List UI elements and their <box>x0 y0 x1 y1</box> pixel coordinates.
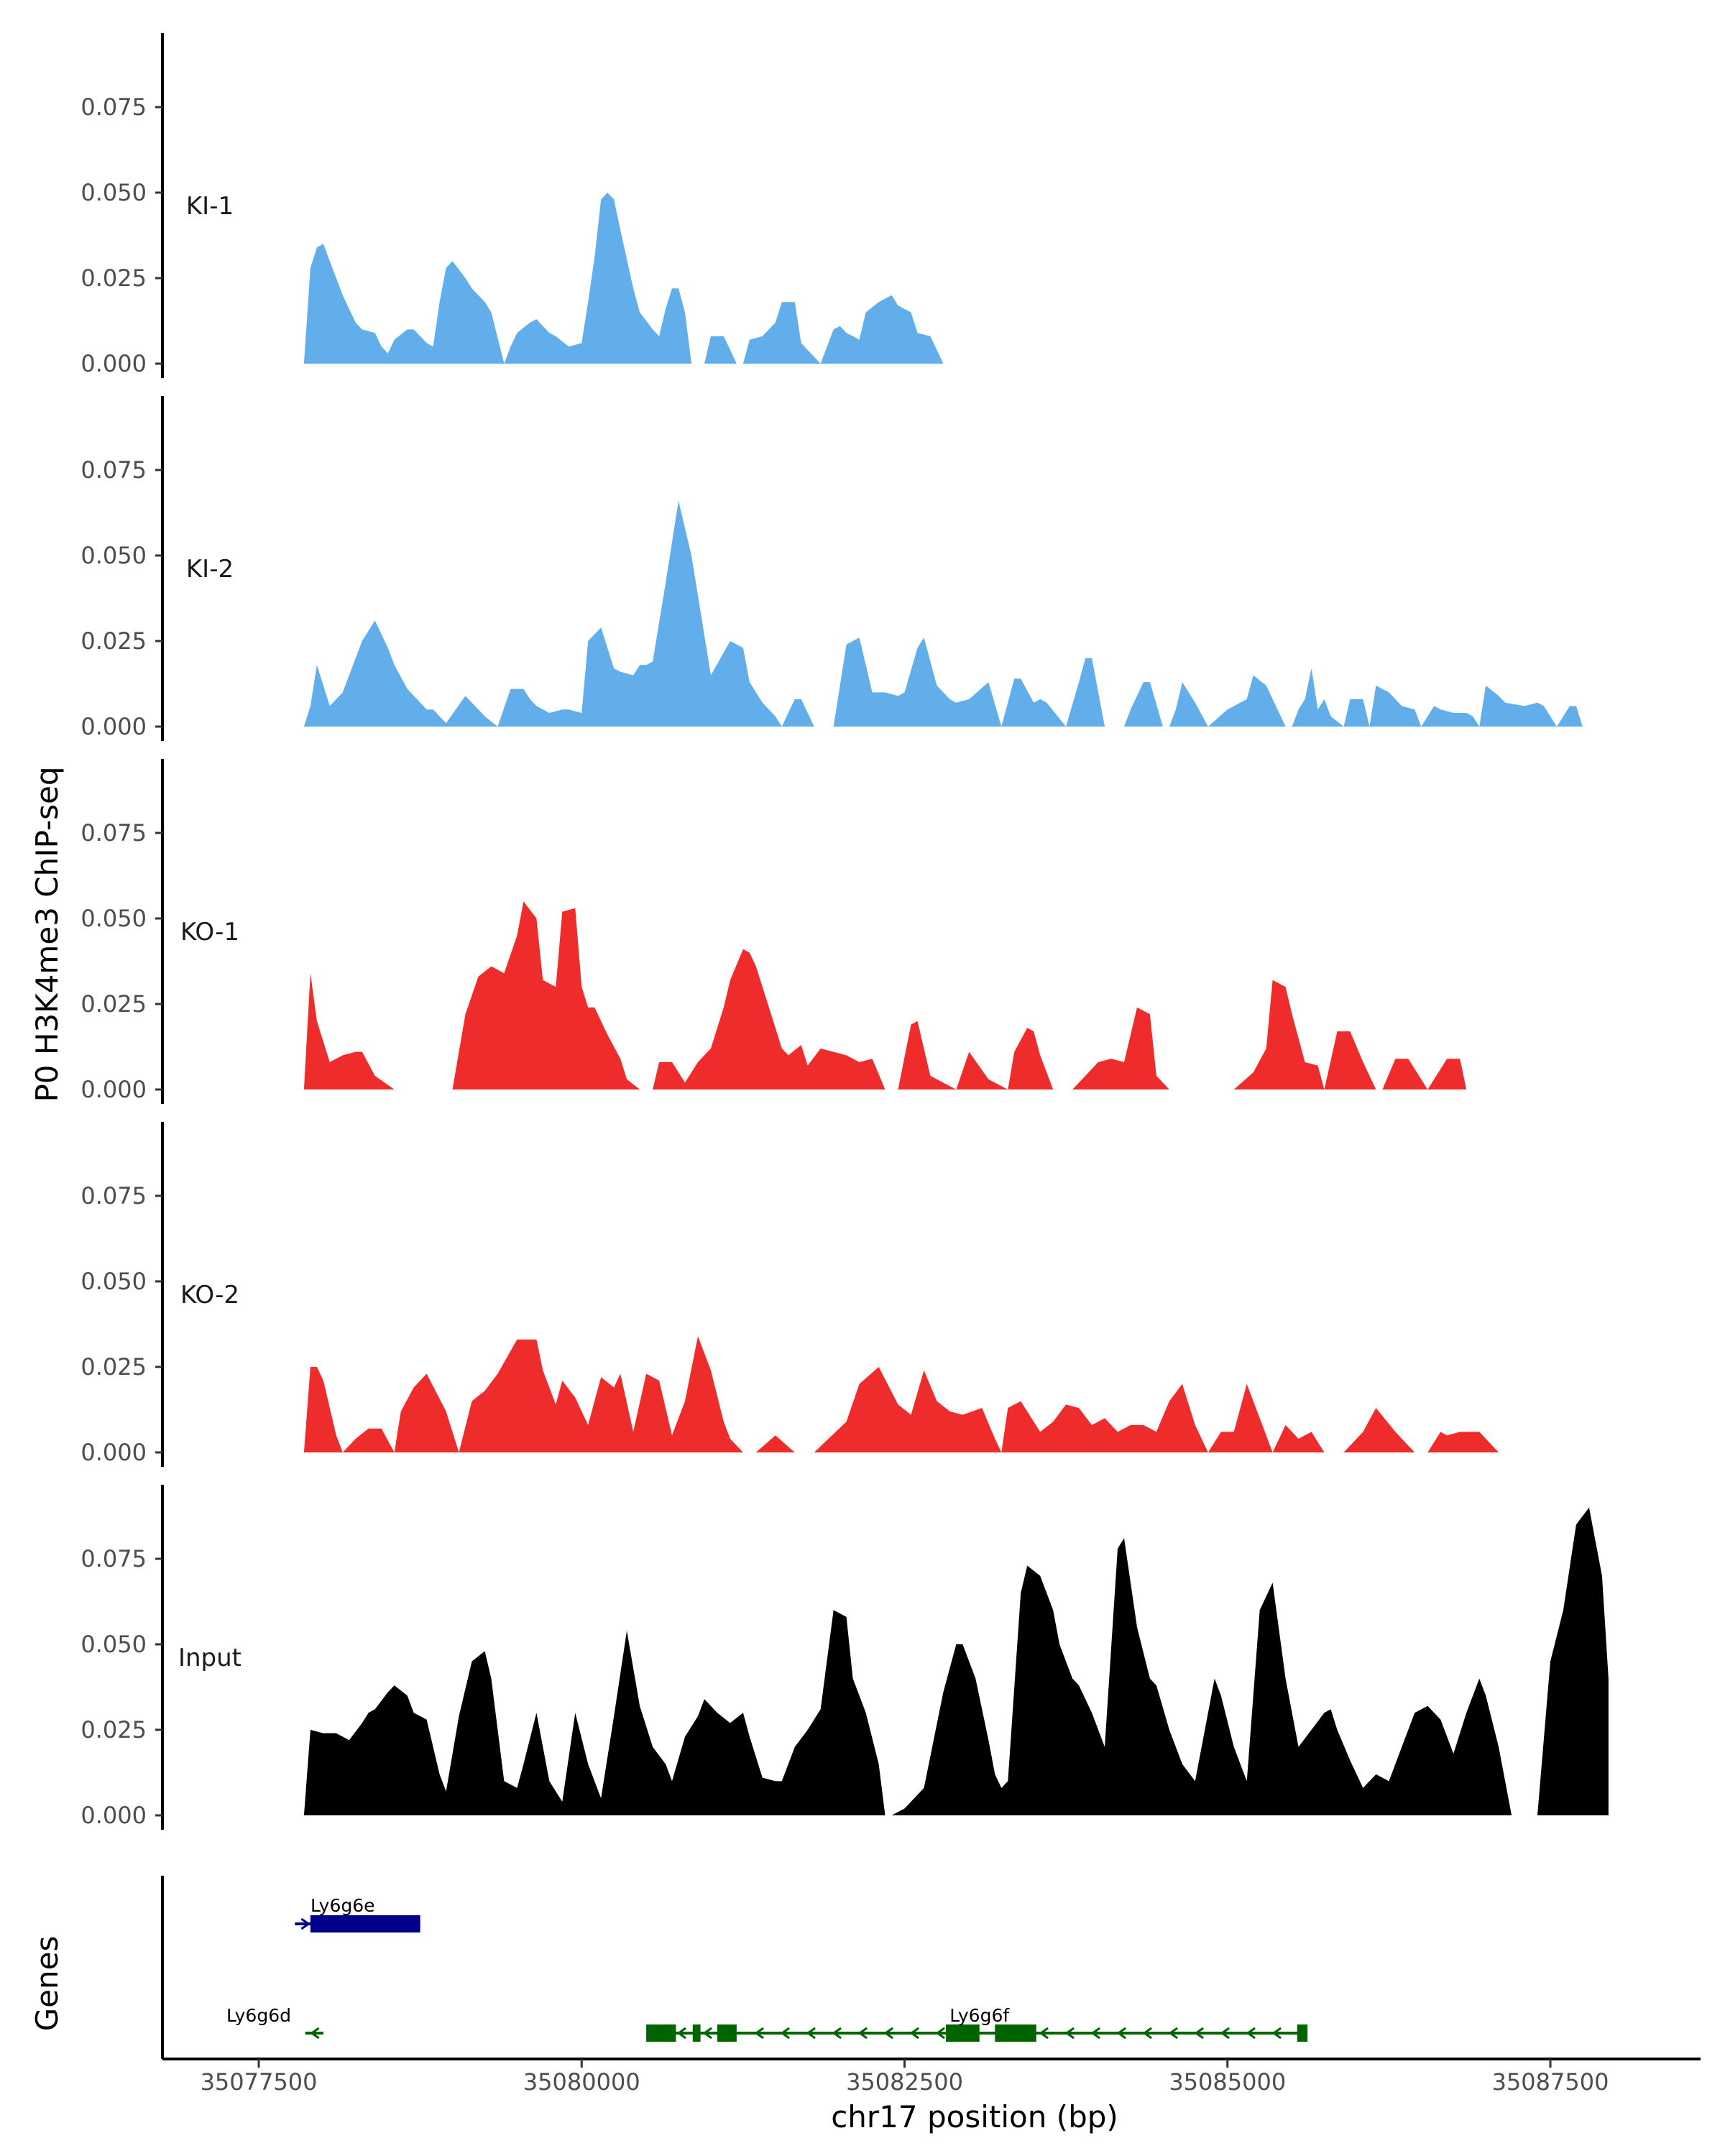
y-tick-label: 0.025 <box>80 627 147 655</box>
strand-arrow <box>1271 2027 1282 2040</box>
track-ko-1: 0.000 0.025 0.050 0.075 KO-1 <box>80 759 1609 1104</box>
strand-arrow <box>806 2027 816 2040</box>
y-tick-label: 0.000 <box>80 1439 147 1466</box>
x-tick-label: 35087500 <box>1492 2068 1609 2096</box>
gene-exon <box>995 2024 1036 2042</box>
signal-tracks: 0.0000.0250.0500.075KI-10.0000.0250.0500… <box>80 33 1609 1830</box>
track-input: 0.000 0.025 0.050 0.075 Input <box>80 1485 1609 1830</box>
strand-arrow <box>1168 2027 1178 2040</box>
strand-arrow <box>883 2027 893 2040</box>
strand-arrow <box>300 1917 310 1930</box>
strand-arrow <box>935 2027 945 2040</box>
strand-arrow <box>1039 2027 1049 2040</box>
y-tick-label: 0.075 <box>80 456 147 484</box>
y-tick-label: 0.050 <box>80 905 147 932</box>
y-tick-label: 0.075 <box>80 819 147 847</box>
x-tick-label: 35082500 <box>846 2068 963 2096</box>
y-tick-label: 0.050 <box>80 542 147 569</box>
y-axis-title: P0 H3K4me3 ChIP-seq <box>29 766 65 1102</box>
strand-arrow <box>780 2027 790 2040</box>
x-axis-title: chr17 position (bp) <box>831 2099 1118 2134</box>
strand-arrow <box>754 2027 764 2040</box>
signal-area-input <box>303 1507 1609 1815</box>
y-tick-label: 0.000 <box>80 350 147 377</box>
strand-arrow <box>1142 2027 1152 2040</box>
y-tick-label: 0.075 <box>80 1182 147 1210</box>
gene-exon <box>1297 2024 1308 2042</box>
y-tick-label: 0.025 <box>80 1353 147 1381</box>
track-label: KO-2 <box>180 1281 239 1309</box>
gene-exon <box>692 2024 701 2042</box>
strand-arrow <box>832 2027 842 2040</box>
genes-title: Genes <box>29 1936 65 2032</box>
signal-area-ko-1 <box>303 901 1609 1089</box>
x-tick-label: 35077500 <box>201 2068 318 2096</box>
strand-arrow <box>310 2027 320 2040</box>
x-tick-label: 35085000 <box>1169 2068 1286 2096</box>
y-tick-label: 0.000 <box>80 713 147 740</box>
strand-arrow <box>702 2027 712 2040</box>
strand-arrow <box>676 2027 686 2040</box>
strand-arrow <box>1220 2027 1230 2040</box>
x-axis: 35077500 35080000 35082500 35085000 35087500 <box>162 2058 1701 2096</box>
y-tick-label: 0.050 <box>80 179 147 206</box>
gene-exon <box>646 2024 676 2042</box>
gene-exon <box>310 1915 420 1932</box>
strand-arrow <box>1064 2027 1075 2040</box>
y-tick-label: 0.075 <box>80 1545 147 1572</box>
strand-arrow <box>1090 2027 1100 2040</box>
gene-label: Ly6g6f <box>949 2005 1010 2026</box>
gene-exon <box>717 2024 737 2042</box>
track-label: Input <box>178 1644 242 1672</box>
gene-ly6g6f: Ly6g6f <box>646 2005 1308 2042</box>
gene-exon <box>946 2024 980 2042</box>
y-tick-label: 0.000 <box>80 1076 147 1103</box>
gene-track: Genes Ly6g6e Ly6g6d Ly6g6f <box>29 1876 1308 2059</box>
track-ki-2: 0.000 0.025 0.050 0.075 KI-2 <box>80 396 1609 741</box>
y-tick-label: 0.025 <box>80 1716 147 1743</box>
strand-arrow <box>857 2027 868 2040</box>
y-tick-label: 0.050 <box>80 1268 147 1295</box>
signal-area-ki-2 <box>303 500 1609 727</box>
y-tick-label: 0.025 <box>80 264 147 292</box>
strand-arrow <box>1116 2027 1126 2040</box>
track-label: KI-1 <box>186 192 234 221</box>
strand-arrow <box>1194 2027 1204 2040</box>
y-tick-label: 0.075 <box>80 93 147 121</box>
y-tick-label: 0.025 <box>80 990 147 1018</box>
track-ko-2: 0.000 0.025 0.050 0.075 KO-2 <box>80 1122 1609 1467</box>
signal-area-ki-1 <box>303 193 1609 364</box>
strand-arrow <box>1246 2027 1256 2040</box>
track-label: KI-2 <box>186 555 234 584</box>
signal-area-ko-2 <box>303 1336 1609 1452</box>
gene-ly6g6d: Ly6g6d <box>226 2005 323 2040</box>
gene-label: Ly6g6d <box>226 2005 291 2026</box>
x-tick-label: 35080000 <box>523 2068 640 2096</box>
gene-label: Ly6g6e <box>310 1895 375 1916</box>
gene-ly6g6e: Ly6g6e <box>295 1895 420 1932</box>
track-label: KO-1 <box>180 918 239 946</box>
track-ki-1: 0.000 0.025 0.050 0.075 KI-1 <box>80 33 1609 378</box>
y-tick-label: 0.000 <box>80 1802 147 1829</box>
y-tick-label: 0.050 <box>80 1631 147 1658</box>
strand-arrow <box>909 2027 919 2040</box>
